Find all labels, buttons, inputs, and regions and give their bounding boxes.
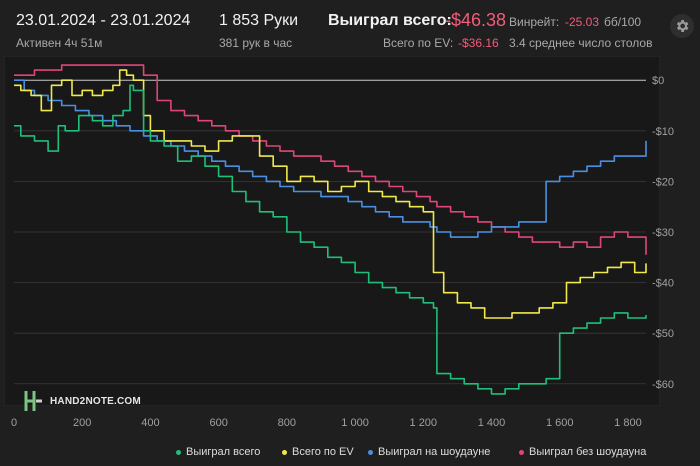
x-tick-label: 1 800 xyxy=(614,417,642,429)
legend-label: Выиграл на шоудауне xyxy=(378,446,491,458)
x-tick-label: 0 xyxy=(11,417,17,429)
chart-panel xyxy=(4,56,660,406)
series-line-showdown xyxy=(14,79,647,238)
x-tick-label: 1 400 xyxy=(478,417,506,429)
legend-item-ev[interactable]: Всего по EV xyxy=(282,446,354,458)
legend-dot xyxy=(176,449,181,455)
winrate-value: -25.03 xyxy=(565,15,600,29)
y-tick-label: -$10 xyxy=(652,126,674,138)
y-tick-label: $0 xyxy=(652,75,664,87)
active-time: Активен 4ч 51м xyxy=(16,36,103,50)
x-tick-label: 1 000 xyxy=(341,417,369,429)
series-line-ev xyxy=(14,69,647,319)
logo-text: HAND2NOTE.COM xyxy=(50,395,141,407)
won-total-label: Выиграл всего: xyxy=(328,12,452,29)
x-tick-label: 400 xyxy=(141,417,159,429)
date-range: 23.01.2024 - 23.01.2024 xyxy=(16,12,191,29)
winrate-unit: бб/100 xyxy=(604,15,642,29)
y-tick-label: -$30 xyxy=(652,227,674,239)
winrate-label: Винрейт: xyxy=(509,15,560,29)
ev-value: -$36.16 xyxy=(458,36,499,50)
legend-dot xyxy=(282,449,287,455)
legend-item-showdown[interactable]: Выиграл на шоудауне xyxy=(368,446,490,458)
gear-icon[interactable] xyxy=(670,14,694,38)
legend-dot xyxy=(368,449,373,455)
won-total-value: -$46.38 xyxy=(445,10,507,30)
series-line-no-showdown xyxy=(14,64,647,255)
h2n-logo-icon xyxy=(24,391,42,411)
y-tick-label: -$50 xyxy=(652,328,674,340)
hands-count: 1 853 Руки xyxy=(219,12,299,29)
hands-rate: 381 рук в час xyxy=(219,36,293,50)
series-line-won-total xyxy=(14,84,647,395)
x-tick-label: 200 xyxy=(73,417,91,429)
legend-label: Выиграл без шоудауна xyxy=(529,446,647,458)
y-tick-label: -$20 xyxy=(652,176,674,188)
y-tick-label: -$40 xyxy=(652,278,674,290)
x-tick-label: 600 xyxy=(209,417,227,429)
x-tick-label: 1 200 xyxy=(410,417,438,429)
x-tick-label: 1 600 xyxy=(546,417,574,429)
x-tick-label: 800 xyxy=(278,417,296,429)
avg-tables: 3.4 среднее число столов xyxy=(509,36,653,50)
ev-label: Всего по EV: xyxy=(383,36,454,50)
legend-item-won-total[interactable]: Выиграл всего xyxy=(176,446,260,458)
legend-dot xyxy=(519,449,524,455)
hand2note-logo: HAND2NOTE.COM xyxy=(24,390,141,412)
y-tick-label: -$60 xyxy=(652,379,674,391)
legend-label: Всего по EV xyxy=(292,446,354,458)
legend-item-no-showdown[interactable]: Выиграл без шоудауна xyxy=(519,446,646,458)
profit-chart: $0 -$10 -$20 -$30 -$40 -$50 -$60 0 200 400 600 800 1… xyxy=(11,64,674,429)
legend-label: Выиграл всего xyxy=(186,446,261,458)
gear-icon-glyph xyxy=(676,20,689,32)
